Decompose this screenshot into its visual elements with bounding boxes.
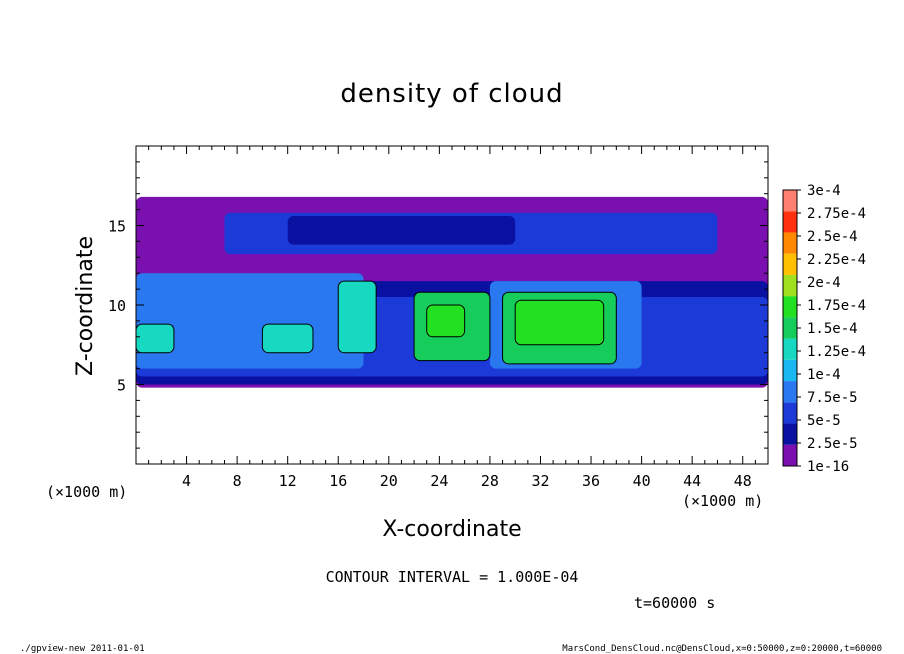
x-tick-label: 40 xyxy=(633,472,651,490)
x-tick-label: 36 xyxy=(582,472,600,490)
colorbar-label: 2.5e-5 xyxy=(807,436,858,452)
footer-right: MarsCond_DensCloud.nc@DensCloud,x=0:5000… xyxy=(562,644,882,654)
colorbar-swatch xyxy=(783,381,797,403)
colorbar-swatch xyxy=(783,211,797,233)
density-region-9 xyxy=(338,281,377,353)
density-region-8 xyxy=(262,324,313,353)
x-tick-label: 4 xyxy=(182,472,191,490)
contour-interval-text: CONTOUR INTERVAL = 1.000E-04 xyxy=(326,568,579,586)
time-label: t=60000 s xyxy=(634,594,715,612)
colorbar-label: 2.75e-4 xyxy=(807,206,866,222)
colorbar-label: 1.25e-4 xyxy=(807,344,866,360)
density-field xyxy=(136,196,768,388)
contour-line-1 xyxy=(261,323,314,354)
contour-line-4 xyxy=(502,291,617,365)
colorbar-swatch xyxy=(783,444,797,466)
colorbar-swatch xyxy=(783,359,797,382)
colorbar-label: 3e-4 xyxy=(807,183,841,199)
colorbar-label: 7.5e-5 xyxy=(807,390,858,406)
contour-line-6 xyxy=(426,304,466,338)
x-tick-label: 28 xyxy=(481,472,499,490)
contour-line-2 xyxy=(337,280,377,354)
x-tick-label: 44 xyxy=(683,472,701,490)
colorbar-label: 1.5e-4 xyxy=(807,321,858,337)
footer-left: ./gpview-new 2011-01-01 xyxy=(20,644,145,654)
density-region-7 xyxy=(136,324,174,353)
colorbar-swatch xyxy=(783,317,797,339)
x-tick-label: 12 xyxy=(279,472,297,490)
x-tick-label: 20 xyxy=(380,472,398,490)
density-region-3 xyxy=(287,215,516,245)
x-tick-label: 16 xyxy=(329,472,347,490)
colorbar-label: 2e-4 xyxy=(807,275,841,291)
y-tick-label: 10 xyxy=(108,297,126,315)
colorbar-swatch xyxy=(783,338,797,360)
colorbar-label: 2.5e-4 xyxy=(807,229,858,245)
x-axis-unit-left: (×1000 m) xyxy=(46,483,127,501)
x-axis-label: X-coordinate xyxy=(382,517,521,542)
x-axis-unit-right: (×1000 m) xyxy=(682,492,763,510)
x-tick-label: 24 xyxy=(430,472,448,490)
colorbar-label: 5e-5 xyxy=(807,413,841,429)
x-tick-label: 48 xyxy=(734,472,752,490)
colorbar-label: 2.25e-4 xyxy=(807,252,866,268)
colorbar: 1e-16 2.5e-5 5e-5 7.5e-5 1e-4 1.25e-4 1.5e-4 1.… xyxy=(782,183,866,475)
contour-line-3 xyxy=(413,291,491,362)
x-tick-label: 32 xyxy=(531,472,549,490)
x-axis-ticks: 4 8 12 16 20 24 28 32 36 40 44 48 xyxy=(148,146,756,490)
colorbar-swatch xyxy=(783,296,797,318)
density-region-12 xyxy=(515,300,604,345)
colorbar-label: 1.75e-4 xyxy=(807,298,866,314)
y-axis-ticks: 5 10 15 xyxy=(108,161,768,449)
y-tick-label: 15 xyxy=(108,218,126,236)
colorbar-swatch xyxy=(783,274,797,297)
y-tick-label: 5 xyxy=(117,377,126,395)
colorbar-swatch xyxy=(783,423,797,445)
colorbar-swatch xyxy=(783,402,797,424)
colorbar-swatch xyxy=(783,190,797,212)
colorbar-label: 1e-16 xyxy=(807,459,849,475)
y-axis-label: Z-coordinate xyxy=(73,236,98,376)
colorbar-swatch xyxy=(783,253,797,275)
colorbar-swatch xyxy=(783,232,797,254)
density-region-5 xyxy=(136,273,364,369)
chart-title: density of cloud xyxy=(340,79,563,109)
density-region-13 xyxy=(426,305,465,337)
colorbar-label: 1e-4 xyxy=(807,367,841,383)
x-tick-label: 8 xyxy=(233,472,242,490)
contour-line-5 xyxy=(514,299,605,346)
